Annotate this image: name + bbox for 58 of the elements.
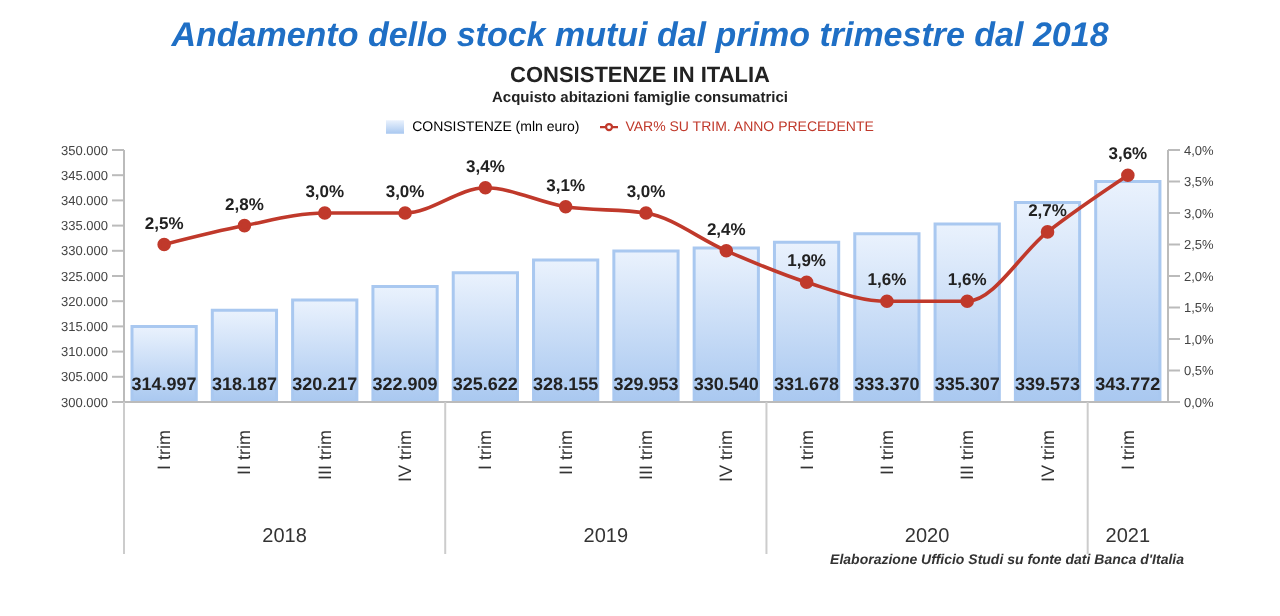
text: 2021: [1105, 526, 1151, 548]
data-label: 318.187: [211, 374, 277, 394]
x-tick-label: II trim: [876, 430, 897, 475]
data-label: 320.217: [292, 374, 358, 394]
x-tick-label: IV trim: [1037, 430, 1058, 482]
x-tick-label: I trim: [1117, 430, 1138, 470]
data-label: 2,4%: [706, 218, 747, 239]
text: 2020: [904, 526, 951, 548]
point: [558, 199, 573, 214]
data-label: 1,6%: [867, 269, 908, 290]
point: [398, 206, 412, 220]
text: 2018: [262, 526, 308, 548]
x-tick-label: III trim: [314, 430, 335, 480]
x-tick-label: IV trim: [395, 430, 416, 482]
point: [1121, 168, 1135, 182]
data-label: 339.573: [1014, 374, 1081, 394]
data-label: 335.307: [934, 374, 1000, 394]
chart-subtitle: CONSISTENZE IN ITALIA: [508, 64, 772, 88]
data-label: 2,7%: [1028, 199, 1068, 220]
data-label: 330.540: [693, 374, 759, 394]
data-label: 3,0%: [626, 181, 667, 201]
data-label: 314.997: [131, 374, 197, 394]
data-label: 343.772: [1095, 374, 1161, 394]
data-label: 3,6%: [1108, 143, 1149, 164]
point: [317, 206, 332, 220]
x-tick-label: I trim: [154, 430, 175, 470]
data-label: 325.622: [452, 374, 518, 394]
point: [799, 275, 814, 290]
data-label: 2,5%: [144, 212, 185, 233]
text: 2019: [583, 526, 629, 548]
data-label: 1,6%: [947, 269, 988, 290]
chart-title: Andamento dello stock mutui dal primo trimestre dal 2018: [169, 16, 1111, 58]
point: [880, 294, 894, 308]
point: [478, 181, 493, 195]
data-label: 3,1%: [546, 174, 586, 195]
point: [237, 218, 252, 233]
point: [639, 206, 653, 220]
point: [157, 237, 171, 252]
data-label: 3,0%: [385, 181, 426, 201]
x-tick-label: II trim: [234, 430, 255, 475]
data-label: 329.953: [613, 374, 679, 394]
data-label: 331.678: [774, 374, 840, 394]
x-tick-label: III trim: [957, 430, 978, 480]
x-tick-label: I trim: [475, 430, 496, 470]
x-tick-label: III trim: [636, 430, 656, 480]
data-label: 328.155: [533, 374, 599, 394]
point: [1040, 225, 1055, 239]
data-label: 3,0%: [305, 181, 346, 201]
data-label: 322.909: [372, 374, 438, 394]
point: [719, 244, 734, 258]
data-label: 3,4%: [466, 155, 506, 176]
point: [960, 294, 975, 308]
data-label: 2,8%: [225, 193, 265, 214]
x-tick-label: IV trim: [716, 430, 737, 482]
x-tick-label: II trim: [555, 430, 576, 475]
x-tick-label: I trim: [796, 430, 817, 470]
data-label: 1,9%: [787, 250, 827, 271]
data-label: 333.370: [854, 374, 920, 394]
